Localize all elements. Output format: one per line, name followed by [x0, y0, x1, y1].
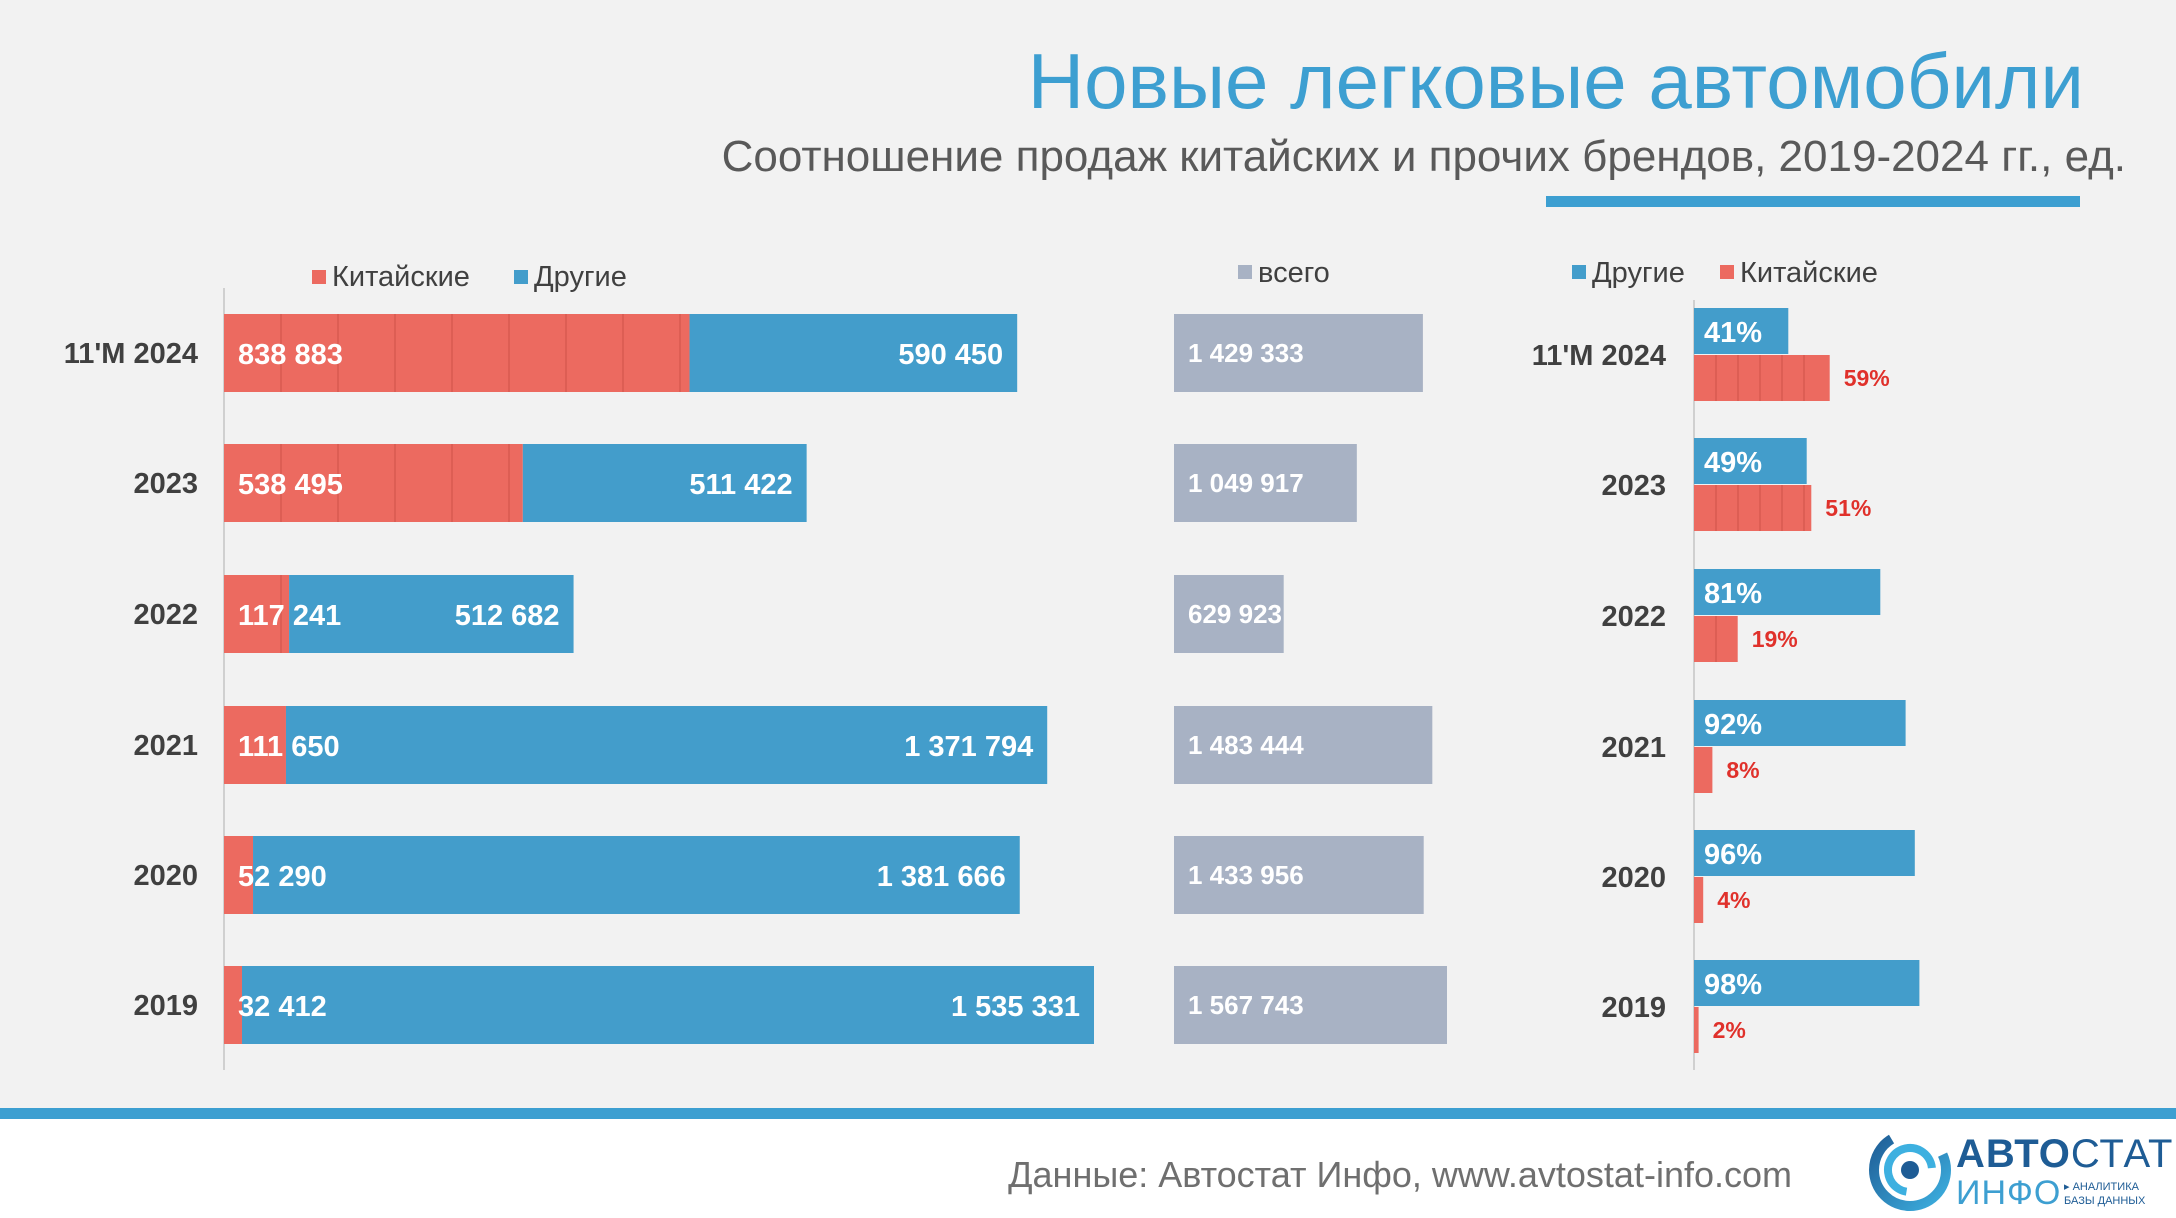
value-label-chinese: 838 883 [238, 339, 343, 371]
pct-bar-other-2023 [1694, 438, 1807, 484]
legend-label-pct-other: Другие [1592, 257, 1685, 289]
value-label-other: 512 682 [455, 600, 560, 632]
bar-total-2019 [1174, 966, 1447, 1044]
bar-chinese-2021 [224, 706, 286, 784]
value-label-other: 1 535 331 [951, 991, 1080, 1023]
value-label-total: 629 923 [1188, 599, 1282, 629]
bar-total-2022 [1174, 575, 1284, 653]
pct-bar-other-2019 [1694, 960, 1920, 1006]
chart1-category-label: 2020 [133, 860, 198, 892]
bar-total-2023 [1174, 444, 1357, 522]
value-label-total: 1 049 917 [1188, 468, 1304, 498]
bar-total-2020 [1174, 836, 1424, 914]
value-label-total: 1 483 444 [1188, 730, 1304, 760]
pct-bar-other-2021 [1694, 700, 1906, 746]
value-label-total: 1 429 333 [1188, 338, 1304, 368]
pct-label-other: 81% [1704, 578, 1762, 610]
logo-tagline: ▸ АНАЛИТИКА БАЗЫ ДАННЫХ [2064, 1181, 2146, 1207]
value-label-other: 511 422 [689, 469, 792, 501]
value-label-total: 1 567 743 [1188, 990, 1304, 1020]
bar-chinese-2022 [224, 575, 290, 653]
avtostat-logo: АВТОСТАТ ИНФО ▸ АНАЛИТИКА БАЗЫ ДАННЫХ [1868, 1128, 2172, 1212]
legend-swatch-chinese [312, 270, 326, 284]
page-title: Новые легковые автомобили [1027, 37, 2084, 125]
chart3-category-label: 2019 [1601, 992, 1666, 1024]
bar-other-2023 [522, 444, 807, 522]
chart1-category-label: 2021 [133, 730, 198, 762]
pct-bar-other-2022 [1694, 569, 1881, 615]
value-label-chinese: 52 290 [238, 861, 327, 893]
legend-label-other: Другие [534, 261, 627, 293]
pct-label-other: 92% [1704, 709, 1762, 741]
chart-background [0, 0, 2176, 1108]
pct-label-chinese: 51% [1825, 495, 1871, 521]
footer-divider [0, 1108, 2176, 1119]
value-label-other: 1 381 666 [877, 861, 1006, 893]
data-source-note: Данные: Автостат Инфо, www.avtostat-info… [1008, 1154, 1792, 1195]
bar-other-11-2024 [689, 314, 1018, 392]
pct-bar-chinese-11-2024 [1694, 355, 1830, 401]
pct-label-chinese: 59% [1844, 365, 1890, 391]
pct-bar-other-2020 [1694, 830, 1915, 876]
chart3-category-label: 2023 [1601, 470, 1666, 502]
legend-label-chinese: Китайские [332, 261, 470, 293]
page-subtitle: Соотношение продаж китайских и прочих бр… [721, 132, 2126, 181]
value-label-chinese: 111 650 [238, 731, 340, 763]
value-label-chinese: 117 241 [238, 600, 341, 632]
chart3-category-label: 11'М 2024 [1532, 340, 1666, 372]
logo-wordmark-top: АВТОСТАТ [1956, 1132, 2174, 1176]
pct-bar-chinese-2021 [1694, 747, 1713, 793]
charts-canvas: Китайские Другие 11'М 2024 838 883 590 450 20… [64, 257, 1920, 1070]
pct-label-chinese: 2% [1713, 1017, 1746, 1043]
pct-bar-other-11-2024 [1694, 308, 1789, 354]
pct-label-other: 49% [1704, 447, 1762, 479]
chart1-category-label: 2022 [133, 599, 198, 631]
chart1-category-label: 2023 [133, 468, 198, 500]
pct-label-other: 96% [1704, 839, 1762, 871]
value-label-other: 1 371 794 [904, 731, 1033, 763]
chart1-category-label: 11'М 2024 [64, 338, 198, 370]
bar-chinese-11-2024 [224, 314, 690, 392]
value-label-total: 1 433 956 [1188, 860, 1304, 890]
legend-swatch-total [1238, 265, 1252, 279]
logo-swirl-icon [1869, 1129, 1951, 1211]
pct-label-chinese: 4% [1717, 887, 1750, 913]
logo-wordmark-bottom: ИНФО [1956, 1174, 2062, 1212]
chart1-category-label: 2019 [133, 990, 198, 1022]
pct-label-chinese: 19% [1752, 626, 1798, 652]
chart3-category-label: 2020 [1601, 862, 1666, 894]
value-label-chinese: 32 412 [238, 991, 327, 1023]
bar-chinese-2019 [224, 966, 242, 1044]
legend-label-pct-chinese: Китайские [1740, 257, 1878, 289]
legend-label-total: всего [1258, 257, 1330, 289]
bar-total-11-2024 [1174, 314, 1423, 392]
pct-bar-chinese-2020 [1694, 877, 1704, 923]
title-underline [1546, 196, 2080, 207]
legend-swatch-pct-chinese [1720, 265, 1734, 279]
legend-swatch-pct-other [1572, 265, 1586, 279]
bar-chinese-2020 [224, 836, 254, 914]
bar-total-2021 [1174, 706, 1433, 784]
pct-label-other: 98% [1704, 969, 1762, 1001]
value-label-other: 590 450 [898, 339, 1003, 371]
pct-label-other: 41% [1704, 317, 1762, 349]
pct-bar-chinese-2023 [1694, 485, 1812, 531]
bar-other-2020 [253, 836, 1020, 914]
legend-swatch-other [514, 270, 528, 284]
bar-chinese-2023 [224, 444, 523, 522]
pct-label-chinese: 8% [1726, 757, 1759, 783]
chart3-category-label: 2022 [1601, 601, 1666, 633]
bar-other-2019 [241, 966, 1095, 1044]
chart3-category-label: 2021 [1601, 732, 1666, 764]
bar-other-2021 [285, 706, 1048, 784]
value-label-chinese: 538 495 [238, 469, 343, 501]
bar-other-2022 [289, 575, 574, 653]
pct-bar-chinese-2019 [1694, 1007, 1699, 1053]
